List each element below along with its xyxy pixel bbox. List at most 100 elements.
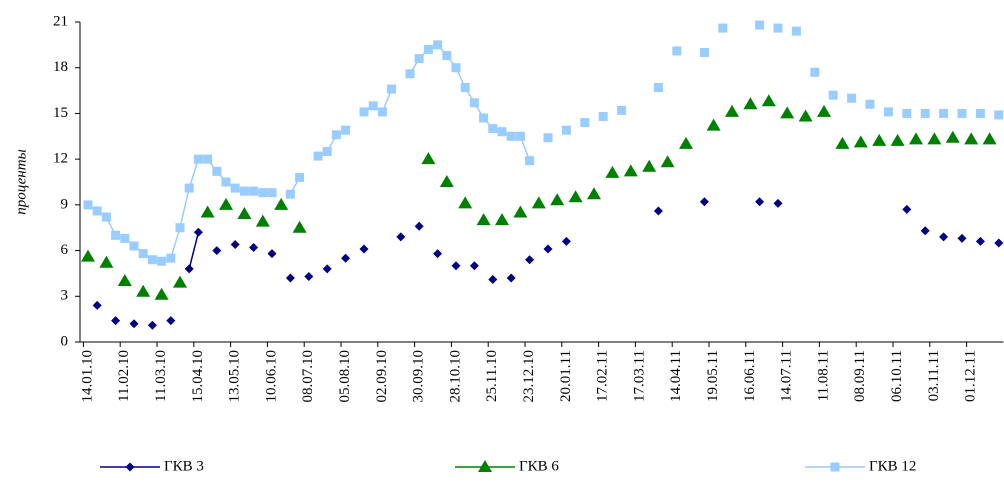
data-point — [791, 26, 801, 36]
x-tick-label: 23.12.10 — [521, 350, 537, 403]
x-tick-label: 11.02.10 — [116, 350, 132, 402]
data-point — [166, 316, 176, 326]
data-point — [939, 108, 949, 118]
data-point — [853, 135, 868, 148]
data-point — [267, 188, 277, 198]
series-line — [189, 232, 999, 269]
data-point — [423, 44, 433, 54]
data-point — [773, 198, 783, 208]
data-point — [982, 132, 997, 145]
x-tick-label: 16.06.11 — [742, 350, 758, 402]
data-point — [957, 233, 967, 243]
data-point — [469, 98, 479, 108]
data-point — [479, 113, 489, 123]
data-point — [230, 239, 240, 249]
data-point — [865, 99, 875, 109]
data-point — [99, 255, 114, 268]
data-point — [249, 186, 259, 196]
data-point — [331, 130, 341, 140]
data-point — [451, 63, 461, 73]
data-point — [193, 154, 203, 164]
legend-label: ГКВ 3 — [164, 458, 204, 474]
data-point — [920, 226, 930, 236]
x-tick-label: 20.01.11 — [558, 350, 574, 402]
data-point — [203, 154, 213, 164]
y-tick-label: 9 — [61, 196, 69, 212]
data-point — [964, 132, 979, 145]
x-tick-label: 17.02.11 — [595, 350, 611, 402]
data-point — [835, 136, 850, 149]
data-point — [653, 206, 663, 216]
data-point — [111, 230, 121, 240]
x-tick-label: 03.11.11 — [926, 350, 942, 401]
data-point — [488, 275, 498, 285]
data-point — [154, 287, 169, 300]
data-point — [239, 186, 249, 196]
data-point — [221, 177, 231, 187]
data-point — [872, 133, 887, 146]
data-point — [421, 152, 436, 165]
data-point — [193, 227, 203, 237]
x-tick-label: 06.10.11 — [889, 350, 905, 402]
x-tick-label: 13.05.10 — [227, 350, 243, 403]
data-point — [506, 131, 516, 141]
x-tick-label: 14.01.10 — [79, 350, 95, 403]
data-point — [101, 212, 111, 222]
data-point — [994, 238, 1004, 248]
data-point — [341, 125, 351, 135]
data-point — [513, 205, 528, 218]
data-point — [587, 187, 601, 200]
data-point — [699, 197, 709, 207]
data-point — [568, 190, 583, 203]
data-point — [120, 233, 130, 243]
x-tick-label: 08.09.11 — [852, 350, 868, 402]
data-point — [147, 255, 157, 265]
data-point — [433, 40, 443, 50]
data-point — [377, 107, 387, 117]
data-point — [458, 196, 473, 209]
x-tick-label: 08.07.10 — [300, 350, 316, 403]
data-point — [136, 284, 151, 297]
x-tick-label: 15.04.10 — [190, 350, 206, 403]
legend-marker — [125, 462, 135, 472]
data-point — [679, 136, 693, 149]
y-tick-label: 3 — [61, 288, 69, 304]
data-point — [237, 207, 252, 219]
data-point — [111, 316, 121, 326]
data-point — [598, 111, 608, 121]
data-point — [773, 23, 783, 33]
data-point — [138, 249, 148, 259]
data-point — [92, 206, 102, 216]
data-point — [285, 273, 295, 283]
x-tick-label: 11.08.11 — [815, 350, 831, 401]
data-point — [994, 110, 1004, 120]
data-point — [780, 106, 795, 119]
data-point — [743, 97, 758, 110]
data-point — [939, 232, 949, 242]
data-point — [975, 108, 985, 118]
data-point — [414, 54, 424, 64]
data-point — [292, 220, 307, 233]
data-point — [531, 196, 546, 209]
data-point — [550, 193, 565, 206]
data-point — [975, 236, 985, 246]
data-point — [173, 275, 187, 288]
x-tick-label: 30.09.10 — [411, 350, 427, 403]
legend-label: ГКВ 6 — [519, 458, 559, 474]
data-point — [129, 241, 139, 251]
data-point — [255, 214, 270, 227]
y-tick-label: 18 — [53, 59, 68, 75]
data-point — [653, 83, 663, 93]
data-point — [212, 246, 222, 256]
data-point — [755, 20, 765, 30]
data-point — [175, 223, 185, 233]
data-point — [322, 264, 332, 274]
data-point — [817, 104, 831, 117]
data-point — [725, 104, 739, 117]
data-point — [396, 232, 406, 242]
data-point — [543, 133, 553, 143]
data-point — [909, 132, 923, 145]
data-point — [660, 155, 675, 168]
data-point — [433, 249, 443, 259]
data-point — [442, 51, 452, 61]
